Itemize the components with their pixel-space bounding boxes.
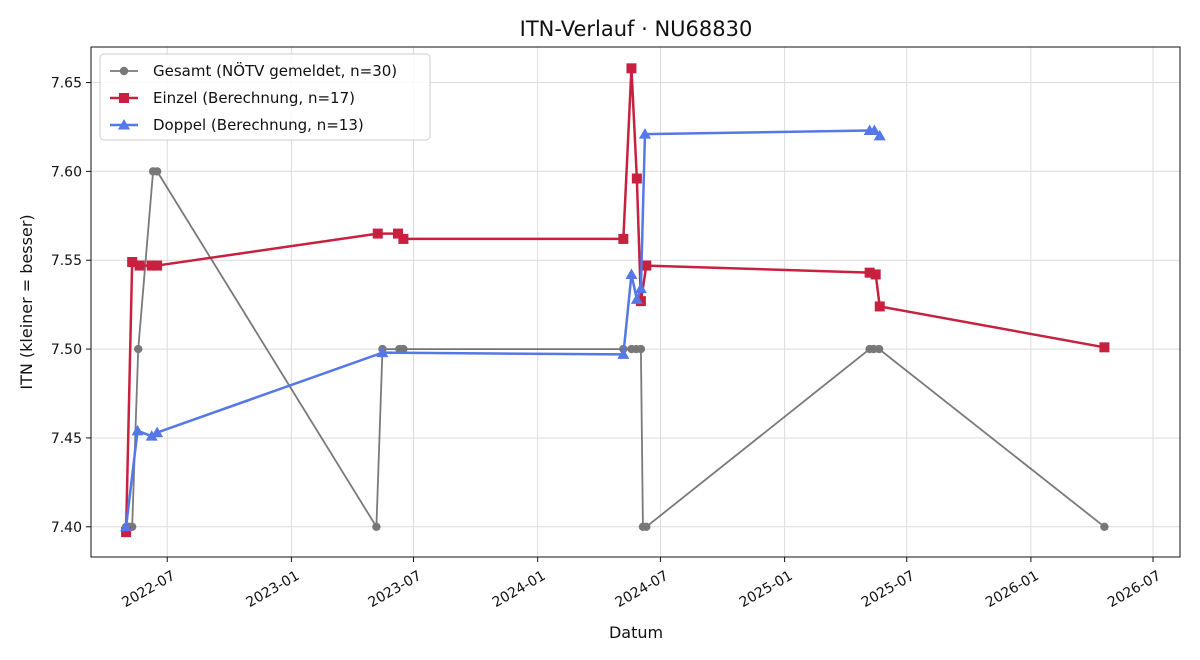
data-point xyxy=(121,527,132,538)
data-point xyxy=(874,301,885,312)
x-axis-label: Datum xyxy=(609,623,663,642)
y-tick-label: 7.50 xyxy=(51,342,82,358)
x-tick-label: 2023-07 xyxy=(366,568,425,611)
y-tick-label: 7.60 xyxy=(51,164,82,180)
series-line xyxy=(124,129,881,527)
legend-label: Gesamt (NÖTV gemeldet, n=30) xyxy=(153,61,397,80)
data-point xyxy=(617,348,630,359)
series-layer xyxy=(120,63,1110,538)
chart-title: ITN-Verlauf · NU68830 xyxy=(520,17,753,41)
data-point xyxy=(145,430,158,441)
x-tick-label: 2026-07 xyxy=(1105,568,1164,611)
data-point xyxy=(152,260,163,271)
data-point xyxy=(638,128,651,139)
series-line xyxy=(126,170,1105,528)
data-point xyxy=(372,522,381,531)
data-point xyxy=(630,293,643,304)
x-tick-label: 2025-07 xyxy=(859,568,918,611)
data-point xyxy=(151,426,164,438)
data-point xyxy=(134,260,145,271)
y-axis-label: ITN (kleiner = besser) xyxy=(17,214,36,389)
x-tick-label: 2023-01 xyxy=(244,568,303,611)
data-point xyxy=(625,268,638,279)
data-point xyxy=(870,269,881,280)
legend-swatch-marker xyxy=(119,66,129,76)
data-point xyxy=(134,344,143,354)
plot-frame xyxy=(90,46,1181,558)
data-point xyxy=(641,260,652,271)
data-point xyxy=(634,282,647,294)
data-point xyxy=(399,344,408,354)
data-point xyxy=(146,260,157,271)
series-gesamt xyxy=(121,167,1109,531)
data-point xyxy=(376,346,389,358)
data-point xyxy=(642,522,651,531)
legend-label: Einzel (Berechnung, n=17) xyxy=(153,89,355,107)
legend-box xyxy=(99,53,431,141)
data-point xyxy=(1099,342,1110,353)
data-point xyxy=(864,267,875,278)
y-tick-label: 7.65 xyxy=(51,76,82,92)
x-tick-label: 2024-07 xyxy=(613,568,672,611)
series-doppel xyxy=(120,124,886,532)
data-point xyxy=(631,173,642,184)
data-point xyxy=(1100,522,1109,531)
x-tick-label: 2025-01 xyxy=(737,568,796,611)
x-axis: 2022-07 2023-01 2023-07 2024-01 2024-07 2025-… xyxy=(119,557,1164,611)
legend-label: Doppel (Berechnung, n=13) xyxy=(153,116,364,134)
legend-swatch-marker xyxy=(119,93,129,103)
data-point xyxy=(120,520,133,532)
data-point xyxy=(131,424,144,436)
y-tick-label: 7.55 xyxy=(51,253,82,269)
legend: Gesamt (NÖTV gemeldet, n=30) Einzel (Bere… xyxy=(99,53,431,141)
legend-entry xyxy=(110,93,138,103)
x-tick-label: 2024-01 xyxy=(490,568,549,611)
data-point xyxy=(636,344,646,354)
data-point xyxy=(392,228,403,239)
y-tick-label: 7.45 xyxy=(51,431,82,447)
data-point xyxy=(873,129,886,141)
data-point xyxy=(874,344,884,354)
legend-swatch-marker xyxy=(118,119,130,130)
data-point xyxy=(626,63,637,74)
data-point xyxy=(398,233,409,244)
legend-entry xyxy=(110,66,138,76)
legend-entry xyxy=(110,119,138,130)
x-tick-label: 2026-01 xyxy=(983,568,1042,611)
data-point xyxy=(127,257,138,268)
y-axis: 7.40 7.45 7.50 7.55 7.60 7.65 xyxy=(51,76,91,536)
x-tick-label: 2022-07 xyxy=(119,568,178,611)
data-point xyxy=(618,233,629,244)
data-point xyxy=(372,228,383,239)
data-point xyxy=(868,124,881,136)
y-tick-label: 7.40 xyxy=(51,520,82,536)
data-point xyxy=(152,167,162,176)
